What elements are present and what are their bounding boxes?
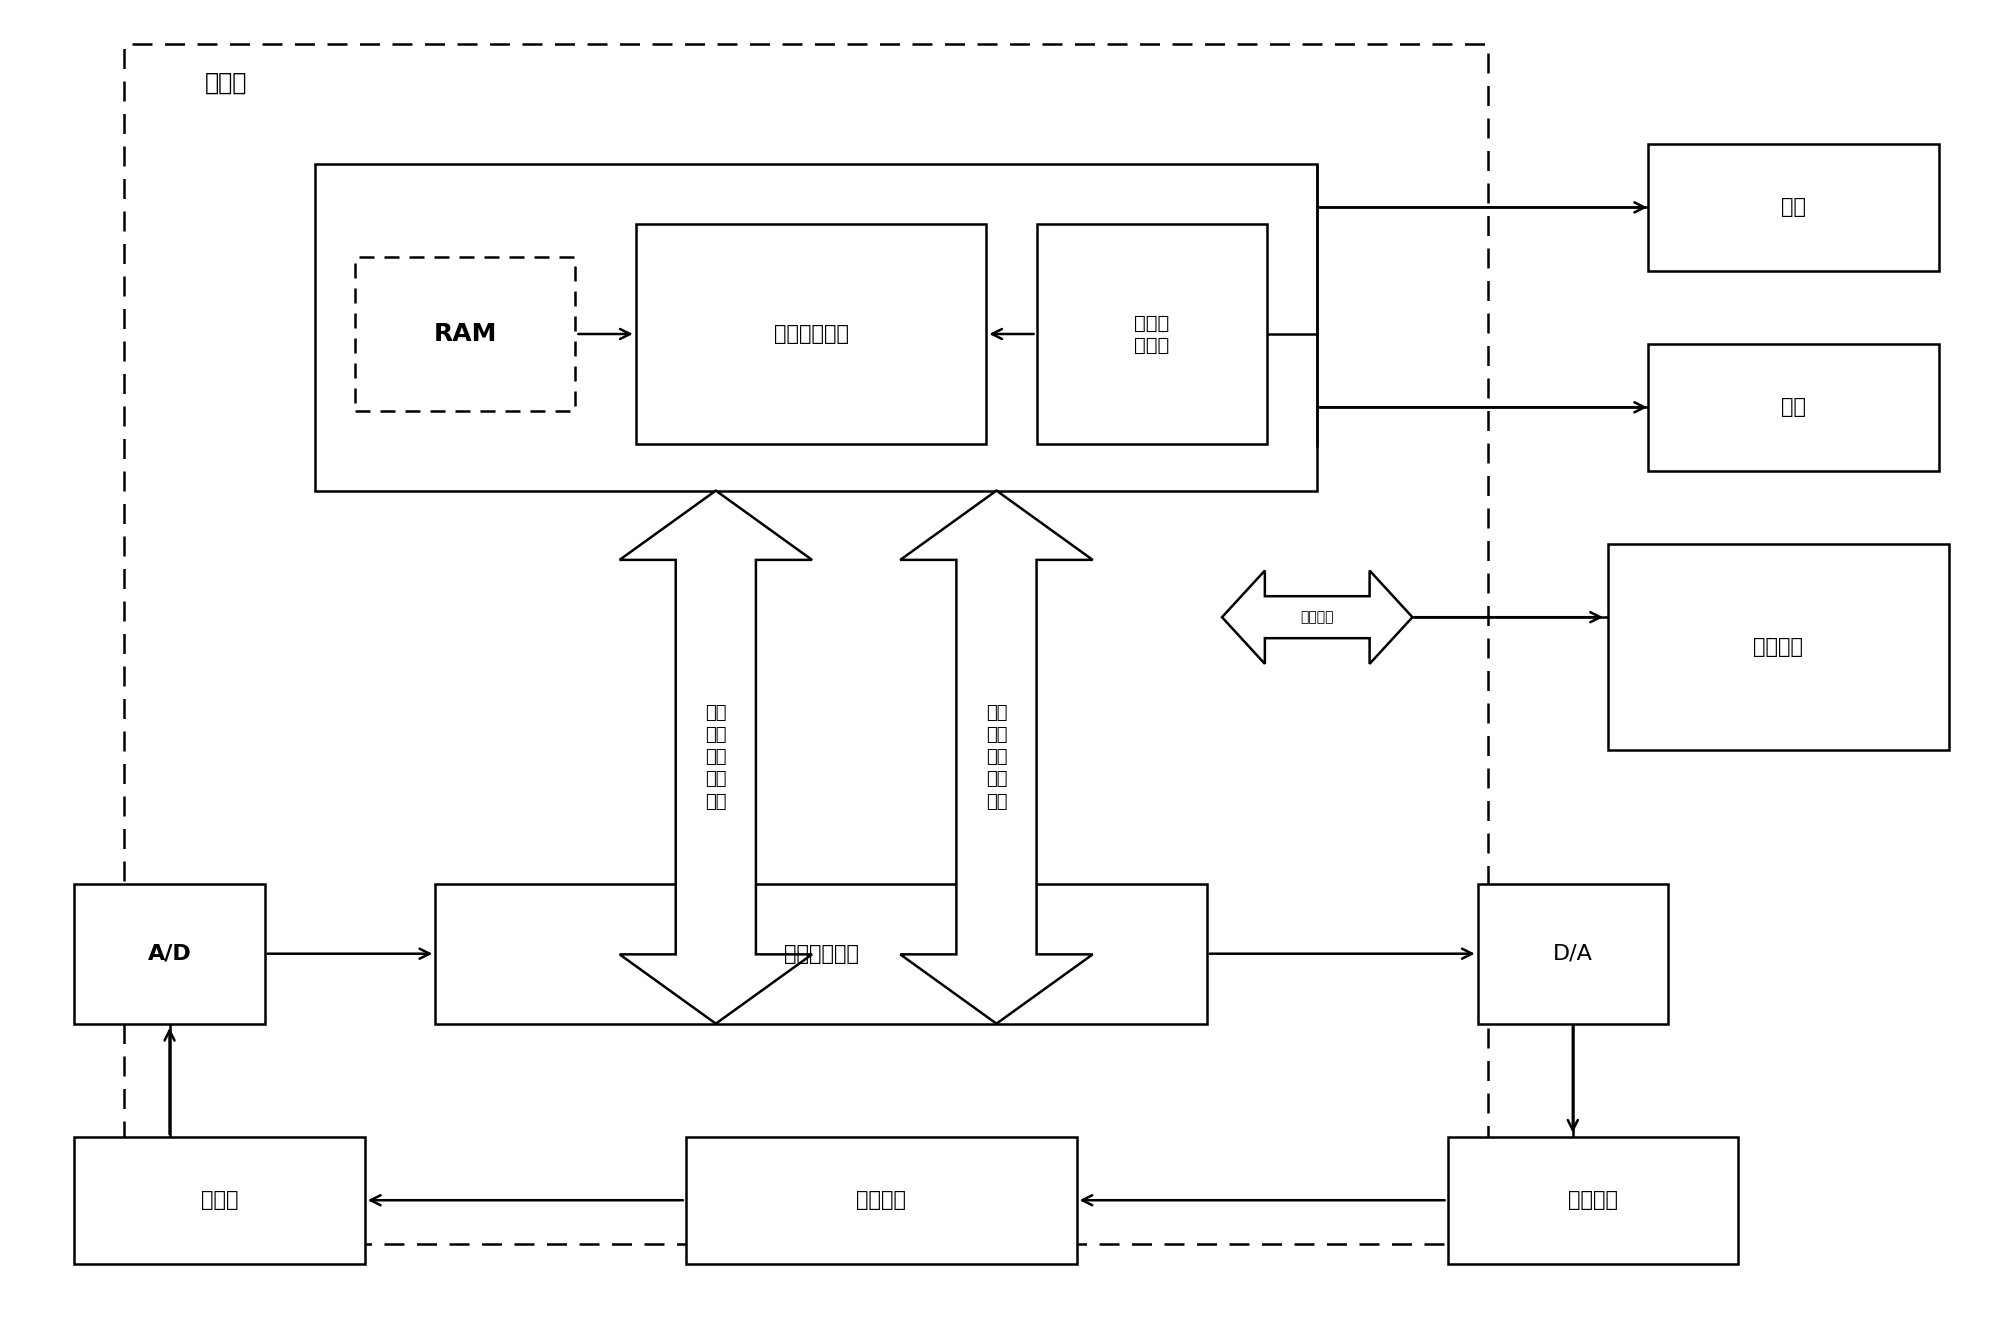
Text: 在线控制程序: 在线控制程序 bbox=[783, 944, 860, 964]
Bar bbox=[1649, 345, 1939, 471]
Text: 交互接口: 交互接口 bbox=[1300, 610, 1335, 624]
Bar bbox=[1649, 143, 1939, 271]
Text: D/A: D/A bbox=[1552, 944, 1592, 964]
Bar bbox=[74, 884, 266, 1023]
Text: 离线控制程序: 离线控制程序 bbox=[773, 325, 849, 345]
Bar bbox=[74, 1137, 364, 1263]
Text: 离线
调节
参数
传输
通道: 离线 调节 参数 传输 通道 bbox=[986, 704, 1006, 810]
Polygon shape bbox=[620, 491, 811, 1023]
Bar bbox=[636, 224, 986, 444]
Text: 在线
微调
参数
传输
通道: 在线 微调 参数 传输 通道 bbox=[705, 704, 727, 810]
Text: 打印: 打印 bbox=[1782, 197, 1806, 217]
Bar bbox=[354, 257, 576, 410]
Bar bbox=[435, 884, 1208, 1023]
Text: 变送器: 变送器 bbox=[201, 1191, 238, 1210]
Text: 综合性
能指标: 综合性 能指标 bbox=[1133, 314, 1170, 354]
Text: RAM: RAM bbox=[433, 322, 497, 346]
Polygon shape bbox=[900, 491, 1093, 1023]
Text: 执行机构: 执行机构 bbox=[1568, 1191, 1618, 1210]
Bar bbox=[1037, 224, 1266, 444]
Polygon shape bbox=[1222, 570, 1413, 664]
Text: A/D: A/D bbox=[147, 944, 191, 964]
Bar bbox=[686, 1137, 1077, 1263]
Bar bbox=[1447, 1137, 1737, 1263]
Bar bbox=[1478, 884, 1669, 1023]
Text: 工控机: 工控机 bbox=[205, 71, 248, 95]
Text: 被控过程: 被控过程 bbox=[856, 1191, 906, 1210]
Bar bbox=[1608, 544, 1949, 751]
Text: 报警: 报警 bbox=[1782, 397, 1806, 417]
Text: 组态界面: 组态界面 bbox=[1753, 637, 1804, 657]
Bar bbox=[125, 44, 1488, 1243]
Bar bbox=[314, 164, 1317, 491]
